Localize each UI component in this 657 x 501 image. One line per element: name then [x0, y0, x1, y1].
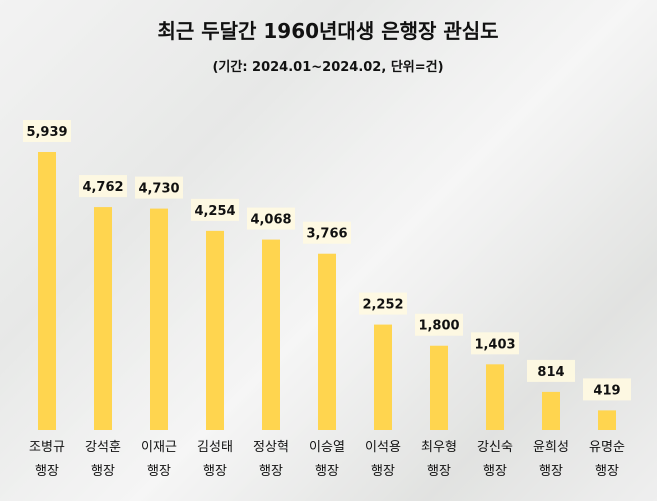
chart-title: 최근 두달간 1960년대생 은행장 관심도 — [157, 19, 498, 43]
bar — [262, 239, 280, 430]
x-tick-label: 유명순 행장 — [589, 440, 625, 479]
value-label-bg — [415, 313, 463, 336]
value-label: 4,068 — [250, 213, 291, 228]
value-label: 4,730 — [138, 182, 179, 197]
bar — [486, 364, 504, 430]
x-tick-label: 정상혁 행장 — [253, 440, 289, 479]
value-label: 1,800 — [418, 319, 459, 334]
bar — [150, 208, 168, 430]
value-label-bg — [527, 359, 575, 382]
value-label: 4,254 — [194, 204, 235, 219]
value-label: 419 — [593, 383, 620, 398]
x-tick-label: 김성태 행장 — [197, 440, 233, 479]
bar — [206, 230, 224, 430]
x-tick-label: 강석훈 행장 — [85, 440, 121, 479]
x-tick-label: 강신숙 행장 — [477, 440, 513, 479]
value-label-bg — [303, 221, 351, 244]
value-label-bg — [583, 378, 631, 401]
value-label-bg — [247, 207, 295, 230]
bar — [318, 253, 336, 430]
chart-subtitle: (기간: 2024.01~2024.02, 단위=건) — [212, 59, 443, 75]
bar — [542, 391, 560, 430]
bar — [94, 207, 112, 430]
x-tick-label: 이석용 행장 — [365, 440, 401, 479]
x-tick-label: 최우형 행장 — [421, 440, 457, 479]
bar — [374, 324, 392, 430]
bar — [598, 410, 616, 430]
value-label-bg — [79, 175, 127, 198]
x-tick-label: 이승열 행장 — [309, 440, 345, 479]
value-label: 4,762 — [82, 180, 123, 195]
bar — [38, 152, 56, 430]
value-label: 3,766 — [306, 227, 347, 242]
value-label: 814 — [537, 365, 564, 380]
x-tick-label: 조병규 행장 — [29, 440, 65, 479]
value-label-bg — [471, 332, 519, 355]
value-label-bg — [23, 120, 71, 142]
x-tick-label: 이재근 행장 — [141, 440, 177, 479]
x-tick-label: 윤희성 행장 — [533, 440, 569, 479]
value-label-bg — [359, 292, 407, 315]
value-label-bg — [191, 198, 239, 221]
value-label: 5,939 — [26, 125, 67, 140]
bar — [430, 345, 448, 430]
value-label: 1,403 — [474, 337, 515, 352]
value-label: 2,252 — [362, 298, 403, 313]
value-label-bg — [135, 176, 183, 199]
